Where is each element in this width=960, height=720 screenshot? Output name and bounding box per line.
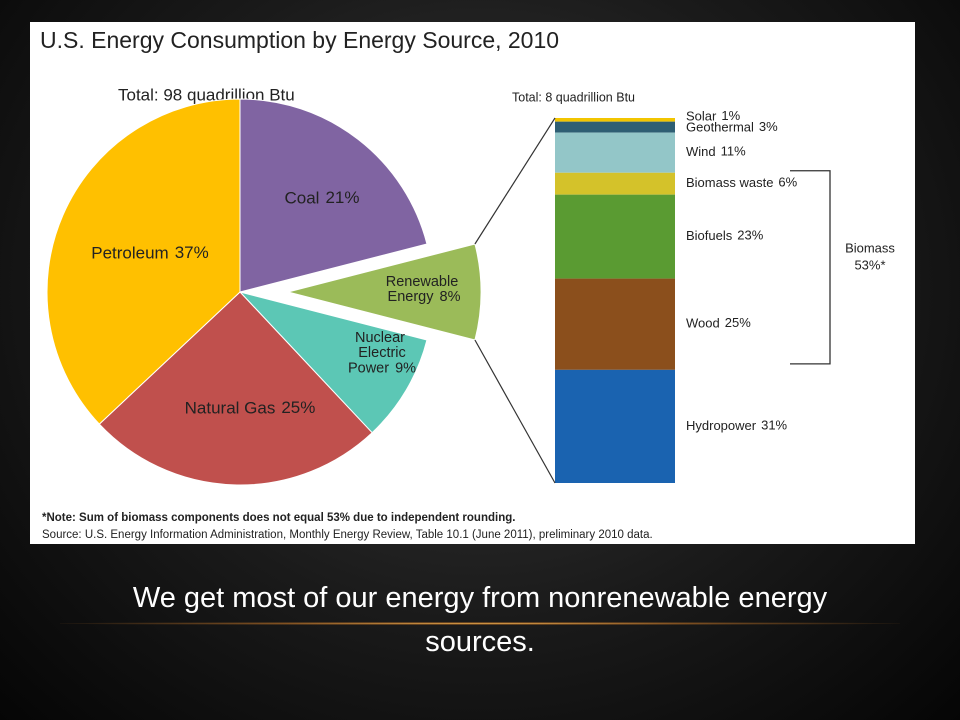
connector — [474, 117, 556, 245]
segment-label: Geothermal 3% — [686, 120, 778, 135]
group-bracket — [790, 170, 831, 365]
caption: We get most of our energy from nonrenewa… — [132, 582, 828, 658]
slice-label: Petroleum 37% — [91, 243, 209, 262]
segment-value-label: 6% — [778, 175, 797, 190]
segment-value-label: 11% — [721, 144, 746, 159]
bar-segment — [555, 121, 675, 133]
bar-segment — [555, 278, 675, 370]
segment-value-label: 1% — [721, 108, 740, 123]
bar-segment — [555, 172, 675, 195]
slice-label: Natural Gas 25% — [185, 398, 316, 417]
slice-label: Renewable Energy 8% — [384, 274, 461, 305]
slice-value-label: 8% — [440, 289, 461, 305]
slice-value-label: 21% — [325, 188, 359, 207]
slice-label: Nuclear Electric Power 9% — [344, 330, 416, 376]
slice-value-label: 25% — [281, 398, 315, 417]
pie-slice — [46, 98, 241, 425]
caption-underline — [60, 622, 900, 625]
bar-segment — [555, 369, 675, 483]
slice-value-label: 37% — [175, 243, 209, 262]
group-value-label: 53%* — [854, 257, 885, 272]
connector — [474, 339, 556, 484]
segment-label: Biomass waste 6% — [686, 175, 798, 190]
bar-segment — [555, 118, 675, 122]
segment-value-label: 25% — [725, 316, 751, 331]
bar-segment — [555, 132, 675, 173]
segment-label: Hydropower 31% — [686, 418, 788, 433]
slice-value-label: 9% — [395, 360, 416, 376]
chart-title: U.S. Energy Consumption by Energy Source… — [40, 27, 559, 53]
bar-subtitle: Total: 8 quadrillion Btu — [512, 90, 635, 104]
bar-segment — [555, 194, 675, 279]
pie-slice — [287, 243, 482, 341]
group-label: Biomass — [845, 240, 895, 255]
segment-label: Biofuels 23% — [686, 228, 764, 243]
segment-label: Wood 25% — [686, 316, 751, 331]
pie-slice — [98, 291, 373, 486]
pie-slice — [239, 98, 428, 293]
note: *Note: Sum of biomass components does no… — [42, 512, 515, 524]
segment-label: Solar 1% — [686, 108, 741, 123]
source: Source: U.S. Energy Information Administ… — [42, 529, 653, 541]
segment-value-label: 23% — [737, 228, 763, 243]
segment-value-label: 31% — [761, 418, 787, 433]
segment-value-label: 3% — [759, 120, 778, 135]
pie-slice — [238, 291, 428, 434]
